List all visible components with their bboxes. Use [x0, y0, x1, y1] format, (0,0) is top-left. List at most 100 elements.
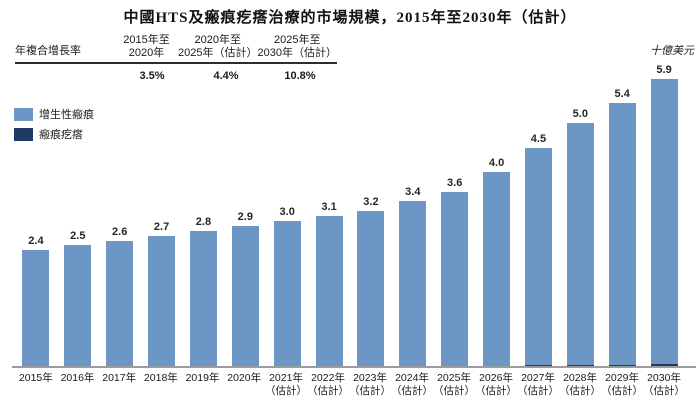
segment-hypertrophic-scar [399, 201, 427, 367]
x-axis-label-note: （估計） [349, 385, 392, 397]
x-axis-label-year: 2024年 [395, 372, 429, 384]
bar-value-label: 3.1 [321, 201, 337, 214]
x-axis-label: 2023年 （估計） [349, 372, 391, 398]
segment-hypertrophic-scar [566, 123, 594, 366]
bar-slot: 2.6 [99, 226, 141, 368]
x-axis-label-note: （估計） [265, 385, 308, 397]
x-axis-label: 2018年 [140, 372, 182, 398]
chart-legend: 增生性瘢痕 瘢痕疙瘩 [14, 106, 94, 142]
x-axis-label-year: 2018年 [143, 372, 178, 384]
x-axis-label-year: 2017年 [102, 372, 137, 384]
x-axis-label-note: （估計） [559, 385, 602, 397]
x-axis-label-note: （估計） [391, 385, 434, 397]
bar-slot: 3.1 [308, 201, 350, 368]
bar-slot: 3.2 [350, 196, 392, 368]
bar-value-label: 4.0 [488, 157, 505, 170]
x-axis-label-year: 2016年 [60, 372, 95, 384]
bar-slot: 5.4 [601, 88, 643, 368]
x-axis-label-note: （估計） [475, 385, 518, 397]
bar-value-label: 5.0 [572, 108, 588, 121]
segment-hypertrophic-scar [650, 78, 678, 365]
segment-hypertrophic-scar [357, 211, 385, 367]
bar-value-label: 5.9 [656, 63, 672, 76]
x-axis-label-year: 2022年 [311, 372, 345, 384]
x-axis-line [12, 366, 696, 368]
x-axis-label-year: 2020年 [227, 372, 262, 384]
bar-2015年 [22, 250, 50, 368]
bar-value-label: 3.4 [405, 186, 421, 199]
x-axis-label-note: （估計） [643, 385, 686, 397]
bar-value-label: 2.7 [153, 220, 170, 233]
bar-value-label: 2.5 [70, 230, 86, 243]
x-axis-label-note: （估計） [517, 385, 560, 397]
x-axis-label-year: 2021年 [269, 372, 303, 384]
cagr-table: 年複合增長率 2015年至 2020年 2020年至 2025年（估計） 202… [15, 34, 337, 82]
bar-slot: 5.9 [643, 64, 685, 368]
bar-2029年 [608, 103, 636, 368]
x-axis-label: 2024年 （估計） [391, 372, 433, 398]
bar-value-label: 2.6 [112, 225, 128, 238]
bar-slot: 2.7 [141, 221, 183, 368]
x-axis-label: 2016年 [57, 372, 99, 398]
bar-2016年 [64, 245, 92, 368]
y-axis-unit-label: 十億美元 [650, 45, 694, 57]
segment-hypertrophic-scar [148, 235, 176, 367]
x-axis-label-year: 2015年 [18, 372, 53, 384]
legend-label: 瘢痕疙瘩 [39, 129, 83, 141]
x-axis-label: 2015年 [15, 372, 57, 398]
x-axis-label-year: 2019年 [185, 372, 220, 384]
cagr-row-label: 年複合增長率 [15, 45, 81, 57]
x-axis-label: 2020年 [223, 372, 265, 398]
cagr-period-2020-2025: 2020年至 2025年（估計） [178, 34, 258, 59]
x-axis-label-year: 2023年 [353, 372, 387, 384]
bar-value-label: 2.9 [237, 210, 253, 223]
legend-label: 增生性瘢痕 [39, 109, 94, 121]
cagr-value-2020-2025: 4.4% [213, 70, 239, 82]
x-axis-label-note: （估計） [307, 385, 350, 397]
legend-item-0: 增生性瘢痕 [14, 106, 94, 122]
bar-2028年 [566, 123, 594, 368]
segment-hypertrophic-scar [189, 230, 217, 367]
cagr-value-2015-2020: 3.5% [139, 70, 165, 82]
x-axis-label: 2022年 （估計） [307, 372, 349, 398]
x-axis-label: 2027年 （估計） [517, 372, 559, 398]
x-axis-label: 2025年 （估計） [433, 372, 475, 398]
bar-2030年 [650, 78, 678, 368]
bar-value-label: 3.0 [279, 206, 295, 219]
bar-slot: 4.5 [518, 133, 560, 368]
x-axis-label: 2030年 （估計） [643, 372, 685, 398]
bar-slot: 3.0 [266, 206, 308, 368]
segment-hypertrophic-scar [524, 147, 552, 366]
segment-hypertrophic-scar [22, 250, 50, 367]
bar-2026年 [483, 172, 511, 368]
bar-value-label: 4.5 [530, 132, 547, 145]
x-axis-label: 2026年 （估計） [475, 372, 517, 398]
segment-hypertrophic-scar [273, 221, 301, 367]
x-axis-label-year: 2029年 [605, 372, 639, 384]
bar-2021年 [273, 221, 301, 368]
segment-hypertrophic-scar [608, 103, 636, 365]
chart-title: 中國HTS及瘢痕疙瘩治療的市場規模，2015年至2030年（估計） [123, 10, 577, 26]
x-axis-label: 2029年 （估計） [601, 372, 643, 398]
bar-2017年 [106, 240, 134, 368]
bars-row: 2.4 2.5 2.6 2.7 2.8 2.9 3.0 3.1 3.2 3.4 3.6 4.0 4.5 5… [15, 64, 685, 368]
cagr-values-row: 3.5% 4.4% 10.8% [15, 70, 337, 82]
bar-2022年 [315, 216, 343, 368]
segment-hypertrophic-scar [483, 172, 511, 366]
x-axis-label-year: 2026年 [479, 372, 513, 384]
bar-value-label: 5.4 [614, 88, 630, 101]
segment-hypertrophic-scar [231, 225, 259, 367]
bar-slot: 4.0 [476, 157, 518, 368]
x-axis-label: 2028年 （估計） [559, 372, 601, 398]
bar-2018年 [148, 235, 176, 368]
bar-2024年 [399, 201, 427, 368]
cagr-period-2015-2020: 2015年至 2020年 [123, 34, 170, 59]
x-axis-label-year: 2028年 [563, 372, 597, 384]
x-axis-labels: 2015年 2016年 2017年 2018年 2019年 2020年 2021年 （估計） 2… [15, 372, 685, 398]
segment-hypertrophic-scar [315, 216, 343, 367]
segment-hypertrophic-scar [64, 245, 92, 367]
x-axis-label-year: 2027年 [521, 372, 555, 384]
x-axis-label: 2021年 （估計） [265, 372, 307, 398]
bar-value-label: 2.8 [195, 215, 212, 228]
bar-slot: 2.9 [224, 211, 266, 368]
